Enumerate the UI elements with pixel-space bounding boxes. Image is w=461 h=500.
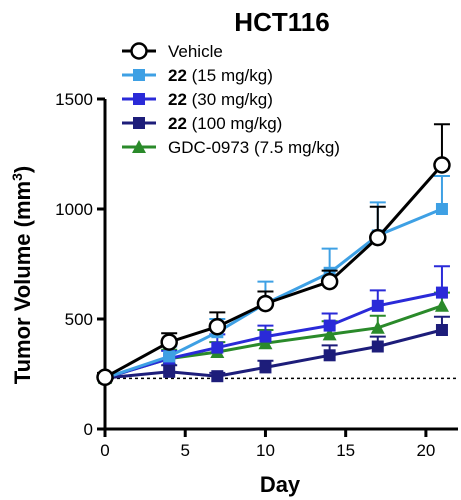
series-line <box>104 164 444 379</box>
legend-label-text: GDC-0973 (7.5 mg/kg) <box>168 138 340 157</box>
data-point <box>133 117 145 129</box>
x-axis-title: Day <box>260 472 301 497</box>
x-tick-label: 15 <box>336 441 355 460</box>
axes: 0 500 1000 1500 0 5 10 15 20 <box>55 90 458 460</box>
data-point <box>370 320 385 334</box>
data-point <box>133 69 145 81</box>
legend-item-2: 22 (30 mg/kg) <box>122 90 273 109</box>
legend-item-3: 22 (100 mg/kg) <box>122 114 282 133</box>
legend-label-bold: 22 <box>168 66 187 85</box>
y-tick-label: 1000 <box>55 200 93 219</box>
series-0 <box>96 123 451 387</box>
data-point <box>433 156 451 174</box>
data-point <box>163 350 176 363</box>
data-point <box>323 349 336 362</box>
x-tick-label: 10 <box>256 441 275 460</box>
legend-item-0: Vehicle <box>122 42 223 61</box>
data-point <box>259 330 272 343</box>
legend-label-bold: 22 <box>168 114 187 133</box>
x-tick-label: 20 <box>416 441 435 460</box>
y-tick-label: 500 <box>65 310 93 329</box>
legend-label: 22 (15 mg/kg) <box>168 66 273 85</box>
data-point <box>320 272 339 291</box>
legend-label: 22 (30 mg/kg) <box>168 90 273 109</box>
legend-item-1: 22 (15 mg/kg) <box>122 66 273 85</box>
data-point <box>323 319 336 332</box>
x-tick-label: 0 <box>100 441 109 460</box>
series-line <box>104 328 443 380</box>
data-point <box>435 203 448 215</box>
series-layer <box>96 123 451 387</box>
data-point <box>163 365 176 378</box>
chart-title: HCT116 <box>234 7 329 37</box>
data-point <box>208 317 227 336</box>
x-tick-label: 5 <box>180 441 189 460</box>
legend-label: GDC-0973 (7.5 mg/kg) <box>168 138 340 157</box>
legend-label-bold: 22 <box>168 90 187 109</box>
legend-label-text: (100 mg/kg) <box>187 114 282 133</box>
data-point <box>369 228 387 247</box>
series-3 <box>97 315 450 384</box>
series-line <box>104 207 443 380</box>
data-point <box>133 93 145 105</box>
data-point <box>259 361 272 374</box>
data-point <box>371 299 384 312</box>
data-point <box>211 370 224 383</box>
legend-label-text: (15 mg/kg) <box>187 66 273 85</box>
legend-label: Vehicle <box>168 42 223 61</box>
data-point <box>435 286 448 299</box>
data-point <box>160 333 178 351</box>
y-tick-label: 1500 <box>55 90 93 109</box>
legend-item-4: GDC-0973 (7.5 mg/kg) <box>122 138 340 157</box>
data-point <box>434 298 449 312</box>
data-point <box>371 340 384 353</box>
data-point <box>258 336 273 350</box>
legend-label-text: Vehicle <box>168 42 223 61</box>
data-point <box>132 140 146 153</box>
data-point <box>322 327 337 341</box>
data-point <box>256 294 275 313</box>
legend-label: 22 (100 mg/kg) <box>168 114 282 133</box>
y-axis-title: Tumor Volume (mm3) <box>9 166 35 384</box>
legend-label-text: (30 mg/kg) <box>187 90 273 109</box>
data-point <box>435 324 448 336</box>
data-point <box>130 42 148 60</box>
data-point <box>96 368 114 387</box>
y-tick-label: 0 <box>84 420 93 439</box>
data-point <box>211 341 224 354</box>
